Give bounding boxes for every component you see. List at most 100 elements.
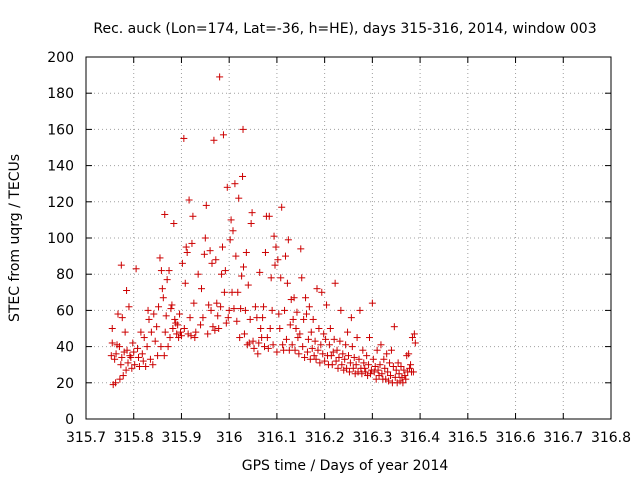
data-point: [334, 364, 342, 372]
data-point: [290, 294, 298, 302]
data-point: [257, 325, 265, 332]
data-point: [294, 334, 302, 342]
data-point: [157, 343, 165, 351]
data-point: [254, 350, 262, 358]
data-point: [256, 268, 264, 276]
data-point: [392, 366, 400, 374]
data-point: [405, 350, 413, 358]
data-point: [375, 372, 383, 380]
x-tick-label: 316.8: [591, 430, 631, 446]
y-tick-label: 180: [47, 86, 74, 102]
data-point: [296, 330, 304, 338]
data-point: [199, 314, 207, 322]
data-point: [169, 325, 177, 332]
data-point: [107, 352, 115, 360]
data-point: [411, 339, 419, 347]
data-point: [208, 259, 216, 267]
data-point: [225, 306, 233, 314]
data-point: [230, 305, 238, 313]
axis-ticks: 315.7 315.8 315.9 316 316.1 316.2 316.3 316.4 31…: [47, 50, 631, 446]
data-point: [115, 343, 123, 351]
data-point: [236, 334, 244, 342]
data-point: [406, 364, 414, 372]
data-point: [403, 352, 411, 360]
data-point: [352, 361, 360, 369]
data-point: [266, 325, 274, 332]
data-point: [125, 303, 133, 311]
data-point: [386, 359, 394, 367]
data-point: [298, 274, 306, 282]
data-point: [401, 372, 409, 380]
data-point: [291, 346, 299, 354]
x-tick-label: 316.6: [495, 430, 535, 446]
data-point: [320, 330, 328, 338]
data-point: [198, 285, 205, 293]
data-point: [223, 183, 231, 191]
data-point: [353, 334, 361, 342]
data-point: [221, 267, 229, 275]
data-point: [283, 279, 291, 287]
data-point: [214, 312, 222, 320]
data-point: [140, 334, 148, 342]
y-tick-label: 20: [56, 376, 74, 392]
data-point: [313, 285, 321, 293]
data-point: [339, 350, 347, 358]
data-point: [267, 274, 275, 282]
data-point: [210, 136, 218, 144]
data-point: [145, 315, 153, 323]
data-point: [143, 343, 151, 351]
data-point: [222, 319, 230, 327]
data-point: [270, 232, 278, 240]
data-point: [220, 288, 228, 296]
data-point: [268, 306, 276, 314]
data-point: [366, 370, 374, 378]
y-tick-label: 100: [47, 231, 74, 247]
data-point: [312, 355, 320, 363]
x-tick-label: 315.8: [114, 430, 154, 446]
data-point: [365, 361, 373, 369]
data-point: [382, 375, 390, 383]
data-point: [108, 325, 116, 332]
data-point: [168, 301, 176, 309]
data-point: [240, 330, 248, 338]
data-point: [331, 279, 339, 287]
data-point: [201, 234, 209, 242]
data-point: [206, 247, 214, 255]
data-point: [130, 348, 138, 356]
data-point: [261, 248, 269, 256]
data-point: [330, 335, 338, 343]
data-point: [323, 301, 331, 309]
data-point: [397, 363, 405, 371]
data-point: [287, 296, 295, 304]
data-point: [275, 310, 283, 318]
data-point: [249, 337, 257, 345]
data-point: [204, 330, 212, 338]
data-point: [244, 281, 252, 289]
data-point: [182, 243, 190, 251]
data-point: [327, 352, 335, 360]
data-point: [167, 305, 175, 313]
data-point: [347, 314, 355, 322]
data-point: [161, 328, 169, 336]
chart-title: Rec. auck (Lon=174, Lat=-36, h=HE), days…: [93, 21, 596, 37]
data-point: [178, 259, 186, 267]
data-point: [309, 315, 317, 323]
data-point: [117, 361, 125, 369]
data-point: [303, 348, 311, 356]
y-tick-label: 40: [56, 340, 74, 356]
data-point: [349, 364, 357, 372]
data-point: [391, 373, 399, 381]
data-point: [325, 341, 333, 349]
y-tick-label: 60: [56, 303, 74, 319]
x-tick-label: 316: [216, 430, 243, 446]
data-point: [278, 203, 286, 211]
data-point: [187, 332, 195, 340]
x-tick-label: 316.2: [305, 430, 345, 446]
data-point: [321, 357, 329, 365]
data-point: [376, 361, 384, 369]
data-point: [132, 265, 140, 273]
data-point: [311, 337, 319, 345]
data-point: [181, 279, 189, 287]
data-point: [183, 248, 191, 256]
data-point: [157, 267, 165, 275]
